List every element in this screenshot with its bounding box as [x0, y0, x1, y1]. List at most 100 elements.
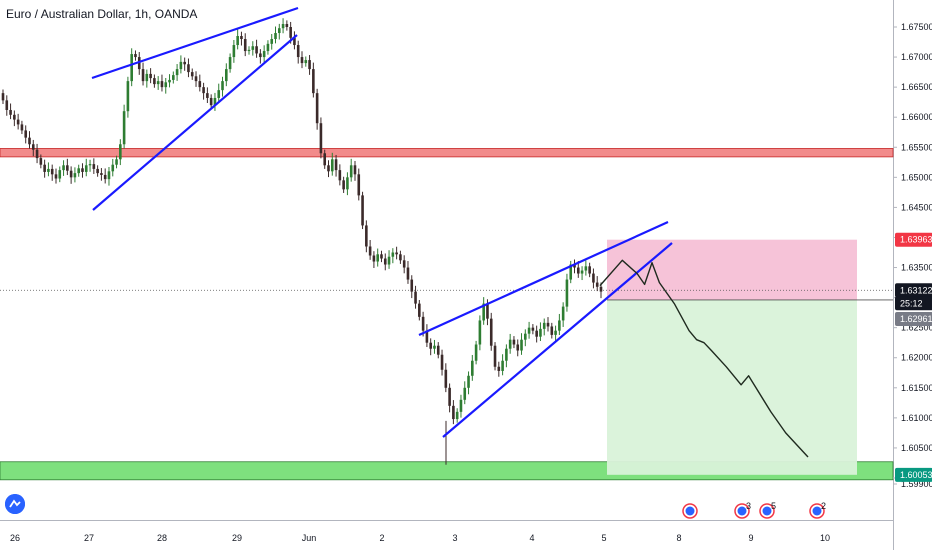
- price-tag-bg: [895, 467, 932, 482]
- candle: [573, 259, 576, 274]
- candle: [520, 333, 523, 355]
- candle: [194, 71, 198, 87]
- candle-body: [66, 165, 69, 171]
- flag-event-icon[interactable]: 2: [809, 501, 826, 519]
- candle: [402, 255, 406, 274]
- candle-body: [247, 49, 251, 52]
- candle: [399, 250, 402, 264]
- candle: [24, 125, 28, 144]
- candle: [35, 143, 39, 164]
- candle-body: [77, 168, 80, 174]
- candle: [444, 363, 448, 393]
- candle: [436, 342, 440, 359]
- candle: [391, 248, 395, 264]
- candle: [353, 160, 357, 181]
- candle-body: [262, 51, 266, 58]
- candle-body: [410, 279, 414, 292]
- candle: [330, 152, 334, 176]
- candle: [285, 20, 289, 31]
- price-tag-label: 1.60053: [900, 470, 932, 480]
- candle-body: [285, 23, 289, 27]
- tradingview-logo-icon[interactable]: [5, 494, 25, 514]
- candle-body: [542, 322, 546, 329]
- candle: [550, 322, 554, 339]
- candle-body: [266, 43, 270, 52]
- candle-body: [198, 81, 202, 88]
- candle-body: [232, 45, 236, 58]
- candle: [225, 63, 228, 87]
- time-tick-label: 10: [820, 533, 830, 543]
- candle: [16, 113, 20, 130]
- candle: [365, 220, 368, 253]
- candle: [467, 371, 470, 395]
- candle: [96, 165, 99, 177]
- candle: [535, 325, 538, 343]
- candle-body: [376, 254, 379, 262]
- candle-body: [35, 149, 39, 159]
- price-tag-label: 1.63122: [900, 285, 932, 295]
- candle: [1, 89, 5, 104]
- candle-body: [160, 81, 164, 88]
- candle-body: [73, 173, 77, 178]
- flag-event-icon[interactable]: [682, 503, 698, 519]
- time-tick-label: 26: [10, 533, 20, 543]
- candle: [20, 120, 24, 135]
- candle-body: [497, 366, 501, 371]
- candle: [323, 149, 327, 169]
- trendline: [418, 220, 669, 337]
- candle-body: [595, 282, 599, 287]
- candle-body: [88, 164, 92, 166]
- candle-body: [372, 255, 376, 262]
- candle: [88, 159, 92, 172]
- candle-body: [592, 273, 595, 283]
- candle: [418, 300, 421, 321]
- candle: [100, 168, 103, 181]
- price-tag-timer: 25:12: [895, 296, 932, 311]
- candle-body: [402, 260, 406, 268]
- candle: [187, 58, 190, 78]
- candle-body: [448, 387, 451, 406]
- candle: [58, 166, 62, 183]
- candle-body: [463, 387, 467, 400]
- price-tag-last: 1.63122: [895, 283, 932, 298]
- candle: [274, 26, 277, 44]
- candle: [546, 317, 550, 332]
- candle-body: [251, 46, 255, 50]
- candle-body: [156, 81, 160, 85]
- price-tag-bg: [895, 283, 932, 298]
- candle: [512, 336, 516, 349]
- candle: [126, 76, 130, 118]
- candle: [281, 18, 285, 34]
- candle-body: [421, 316, 425, 331]
- candle: [372, 251, 376, 269]
- candle: [202, 82, 205, 100]
- candle-body: [357, 174, 361, 196]
- flag-event-icon[interactable]: 5: [759, 501, 776, 519]
- candle: [376, 248, 379, 267]
- candle-body: [315, 93, 319, 124]
- price-tick-label: 1.61000: [901, 413, 932, 423]
- candle-body: [24, 130, 28, 138]
- event-count-label: 3: [746, 501, 751, 511]
- candle: [266, 40, 270, 55]
- candle-body: [84, 165, 88, 172]
- candle: [349, 158, 353, 182]
- candle: [542, 318, 546, 336]
- candle-body: [126, 81, 130, 112]
- candle: [84, 158, 88, 177]
- candle-body: [221, 81, 224, 91]
- candle: [247, 46, 251, 55]
- candle: [255, 39, 258, 58]
- candle: [137, 52, 141, 75]
- flag-event-icon[interactable]: 3: [734, 501, 751, 519]
- candle-body: [554, 330, 557, 335]
- candle-body: [569, 264, 573, 280]
- time-tick-label: 2: [379, 533, 384, 543]
- candle: [319, 117, 323, 159]
- stop-loss-zone: [607, 239, 857, 300]
- take-profit-zone: [607, 299, 857, 475]
- candle-body: [346, 177, 349, 190]
- candle-body: [149, 73, 152, 79]
- candle-body: [100, 173, 103, 175]
